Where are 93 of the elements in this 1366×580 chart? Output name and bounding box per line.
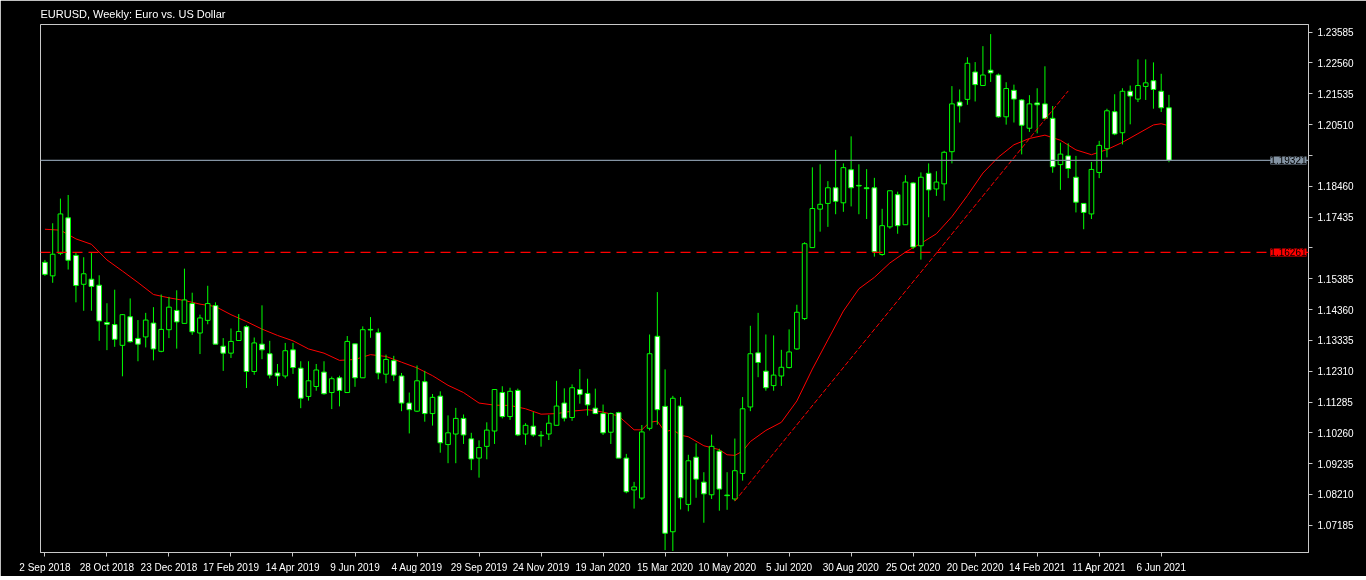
candlestick (786, 328, 792, 369)
x-tick-label: 30 Aug 2020 (822, 561, 880, 573)
candlestick (848, 135, 854, 207)
candlestick (274, 363, 281, 387)
y-tick-label: 1.15385 (1317, 273, 1355, 285)
candlestick (1034, 87, 1041, 134)
x-tick-label: 15 Mar 2020 (637, 561, 694, 573)
candlestick (724, 471, 730, 511)
ref-line-label: 1.16261 (1270, 247, 1307, 259)
candlestick (956, 88, 963, 124)
y-tick-label: 1.20510 (1317, 119, 1355, 131)
x-tick-label: 4 Aug 2019 (391, 561, 443, 573)
candlestick (693, 442, 699, 499)
x-tick-label: 9 Jun 2019 (330, 561, 381, 573)
candlestick (460, 413, 467, 445)
candlestick (468, 432, 475, 471)
candlestick (313, 363, 320, 392)
x-tick-label: 2 Sep 2018 (19, 561, 71, 573)
candlestick (336, 375, 343, 407)
candlestick (825, 180, 831, 228)
candlestick (166, 296, 172, 339)
y-tick-label: 1.08210 (1317, 489, 1355, 501)
candlestick (235, 313, 242, 342)
candlestick (367, 316, 374, 339)
candlestick (383, 354, 389, 384)
y-tick-label: 1.18460 (1317, 181, 1355, 193)
x-tick-label: 14 Apr 2019 (265, 561, 321, 573)
x-tick-label: 17 Feb 2019 (202, 561, 260, 573)
candlestick (1042, 65, 1048, 120)
candlestick (445, 414, 451, 464)
x-tick-label: 11 Apr 2021 (1072, 561, 1126, 573)
candlestick (755, 312, 761, 378)
candlestick (972, 61, 978, 102)
candlestick (328, 376, 335, 410)
candlestick (701, 471, 707, 524)
x-tick-label: 5 Jul 2020 (766, 561, 813, 573)
y-tick-label: 1.11285 (1317, 397, 1354, 409)
ref-line-label: 1.19321 (1270, 155, 1307, 167)
candlestick (49, 222, 56, 284)
x-tick-label: 20 Dec 2020 (946, 561, 1004, 573)
y-tick-label: 1.10260 (1317, 427, 1355, 439)
candlestick (197, 314, 203, 355)
candlestick (104, 302, 110, 351)
y-tick-label: 1.07185 (1317, 520, 1355, 532)
x-tick-label: 28 Oct 2018 (79, 561, 135, 573)
candlestick (290, 342, 296, 375)
candlestick (220, 337, 227, 372)
candlestick (305, 360, 312, 402)
candlestick (1135, 58, 1141, 103)
y-tick-label: 1.23585 (1317, 27, 1355, 39)
candlestick (584, 378, 591, 417)
candlestick (763, 334, 769, 392)
y-tick-label: 1.12310 (1317, 366, 1355, 378)
candlestick (856, 163, 862, 215)
candlestick (476, 439, 482, 479)
candlestick (576, 368, 583, 405)
y-tick-label: 1.14360 (1317, 304, 1355, 316)
y-tick-label: 1.21535 (1317, 88, 1355, 100)
candlestick (1065, 142, 1072, 179)
candlestick (390, 355, 397, 382)
candlestick (817, 163, 823, 233)
x-tick-label: 29 Sep 2019 (450, 561, 508, 573)
x-tick-label: 19 Jan 2020 (575, 561, 632, 573)
x-tick-label: 23 Dec 2018 (140, 561, 198, 573)
candlestick (980, 45, 986, 87)
y-tick-label: 1.22560 (1317, 57, 1355, 69)
x-tick-label: 25 Oct 2020 (885, 561, 941, 573)
y-tick-label: 1.17435 (1317, 212, 1355, 224)
chart-title: EURUSD, Weekly: Euro vs. US Dollar (40, 7, 226, 20)
candlestick (631, 481, 637, 510)
candlestick (1158, 73, 1165, 113)
candlestick (266, 340, 273, 379)
candlestick (135, 319, 141, 362)
y-tick-label: 1.09235 (1317, 458, 1355, 470)
candlestick (1127, 85, 1134, 125)
candlestick (321, 360, 327, 396)
x-tick-label: 6 Jun 2021 (1136, 561, 1187, 573)
candlestick (1011, 84, 1017, 124)
candlestick (600, 404, 606, 436)
candlestick (158, 294, 165, 353)
candlestick (406, 392, 413, 434)
y-tick-label: 1.13335 (1317, 335, 1355, 347)
candlestick (259, 304, 265, 360)
x-tick-label: 10 May 2020 (698, 561, 757, 573)
candlestick (608, 412, 614, 445)
x-tick-label: 24 Nov 2019 (512, 561, 570, 573)
candlestick (228, 327, 234, 359)
candlestick (452, 407, 459, 464)
candlestick (592, 388, 599, 415)
x-tick-label: 14 Feb 2021 (1009, 561, 1066, 573)
candlestick (545, 414, 552, 441)
candlestick (483, 421, 490, 460)
candlestick (987, 33, 994, 83)
